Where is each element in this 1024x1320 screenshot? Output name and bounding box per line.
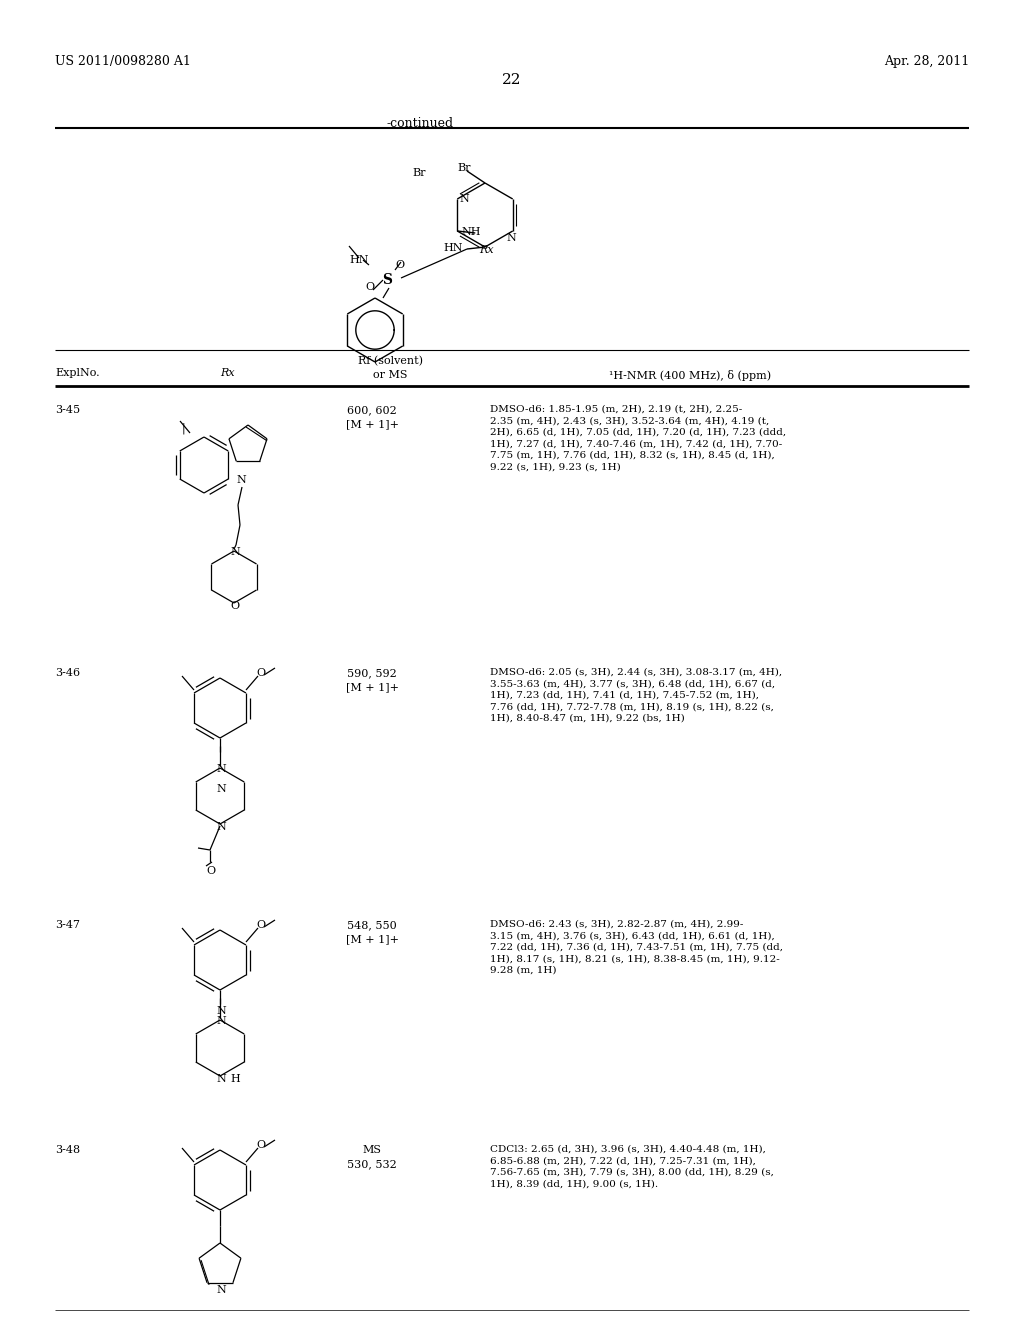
Text: N: N — [216, 1016, 225, 1026]
Text: DMSO-d6: 2.43 (s, 3H), 2.82-2.87 (m, 4H), 2.99-
3.15 (m, 4H), 3.76 (s, 3H), 6.43: DMSO-d6: 2.43 (s, 3H), 2.82-2.87 (m, 4H)… — [490, 920, 783, 974]
Text: 3-48: 3-48 — [55, 1144, 80, 1155]
Text: DMSO-d6: 1.85-1.95 (m, 2H), 2.19 (t, 2H), 2.25-
2.35 (m, 4H), 2.43 (s, 3H), 3.52: DMSO-d6: 1.85-1.95 (m, 2H), 2.19 (t, 2H)… — [490, 405, 786, 471]
Text: 3-47: 3-47 — [55, 920, 80, 931]
Text: 3-45: 3-45 — [55, 405, 80, 414]
Text: N: N — [236, 475, 246, 484]
Text: |: | — [182, 422, 185, 434]
Text: [M + 1]+: [M + 1]+ — [345, 935, 398, 944]
Text: 22: 22 — [502, 73, 522, 87]
Text: S: S — [382, 273, 392, 286]
Text: Br: Br — [412, 168, 426, 178]
Text: O: O — [395, 260, 404, 271]
Text: N: N — [216, 822, 225, 832]
Text: O: O — [256, 668, 265, 678]
Text: O: O — [230, 601, 240, 611]
Text: N: N — [507, 234, 516, 243]
Text: CDCl3: 2.65 (d, 3H), 3.96 (s, 3H), 4.40-4.48 (m, 1H),
6.85-6.88 (m, 2H), 7.22 (d: CDCl3: 2.65 (d, 3H), 3.96 (s, 3H), 4.40-… — [490, 1144, 774, 1188]
Text: ¹H-NMR (400 MHz), δ (ppm): ¹H-NMR (400 MHz), δ (ppm) — [609, 370, 771, 381]
Text: O: O — [365, 282, 374, 292]
Text: N: N — [216, 764, 225, 774]
Text: 3-46: 3-46 — [55, 668, 80, 678]
Text: [M + 1]+: [M + 1]+ — [345, 418, 398, 429]
Text: Apr. 28, 2011: Apr. 28, 2011 — [884, 55, 969, 69]
Text: DMSO-d6: 2.05 (s, 3H), 2.44 (s, 3H), 3.08-3.17 (m, 4H),
3.55-3.63 (m, 4H), 3.77 : DMSO-d6: 2.05 (s, 3H), 2.44 (s, 3H), 3.0… — [490, 668, 782, 723]
Text: H: H — [230, 1074, 240, 1084]
Text: N: N — [216, 1074, 225, 1084]
Text: HN: HN — [349, 255, 369, 265]
Text: O: O — [256, 920, 265, 931]
Text: 548, 550: 548, 550 — [347, 920, 397, 931]
Text: Rx: Rx — [220, 368, 234, 378]
Text: [M + 1]+: [M + 1]+ — [345, 682, 398, 692]
Text: N: N — [216, 1006, 225, 1016]
Text: US 2011/0098280 A1: US 2011/0098280 A1 — [55, 55, 190, 69]
Text: O: O — [206, 866, 215, 876]
Text: N: N — [216, 1284, 225, 1295]
Text: ExplNo.: ExplNo. — [55, 368, 99, 378]
Text: N: N — [216, 784, 225, 795]
Text: MS: MS — [362, 1144, 382, 1155]
Text: N: N — [460, 194, 469, 205]
Text: NH: NH — [461, 227, 481, 238]
Text: Rx: Rx — [479, 246, 494, 255]
Text: HN: HN — [443, 243, 463, 253]
Text: or MS: or MS — [373, 370, 408, 380]
Text: O: O — [256, 1140, 265, 1150]
Text: N: N — [230, 546, 240, 557]
Text: 590, 592: 590, 592 — [347, 668, 397, 678]
Text: Rf (solvent): Rf (solvent) — [357, 356, 423, 367]
Text: 600, 602: 600, 602 — [347, 405, 397, 414]
Text: -continued: -continued — [386, 117, 454, 129]
Text: 530, 532: 530, 532 — [347, 1159, 397, 1170]
Text: Br: Br — [457, 162, 470, 173]
